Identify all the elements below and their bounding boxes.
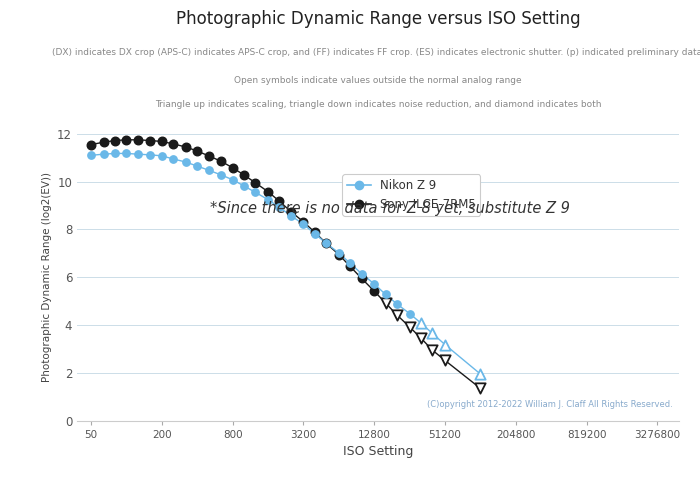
Point <box>333 251 344 259</box>
Point <box>391 300 402 308</box>
Point <box>344 263 356 271</box>
Point <box>132 151 144 158</box>
Point <box>167 155 178 163</box>
Point <box>356 274 368 282</box>
Point <box>415 319 426 327</box>
Point <box>321 239 332 247</box>
Point <box>285 208 296 216</box>
Point <box>132 136 144 144</box>
Point <box>216 171 227 179</box>
Point <box>440 357 451 364</box>
Point <box>344 260 356 267</box>
Text: *Since there is no data for Z 8 yet, substitute Z 9: *Since there is no data for Z 8 yet, sub… <box>210 201 570 216</box>
Point <box>239 182 250 190</box>
Point <box>156 138 167 145</box>
Point <box>203 166 214 174</box>
Point <box>274 204 285 211</box>
Point <box>475 384 486 392</box>
Point <box>380 291 391 298</box>
Point <box>356 270 368 278</box>
Text: (C)opyright 2012-2022 William J. Claff All Rights Reserved.: (C)opyright 2012-2022 William J. Claff A… <box>427 400 673 409</box>
Point <box>427 330 438 337</box>
Point <box>285 212 296 219</box>
Text: Triangle up indicates scaling, triangle down indicates noise reduction, and diam: Triangle up indicates scaling, triangle … <box>155 100 601 109</box>
Point <box>180 158 191 166</box>
Point <box>415 335 426 342</box>
Point <box>227 176 238 184</box>
Point <box>156 152 167 160</box>
Point <box>180 143 191 151</box>
X-axis label: ISO Setting: ISO Setting <box>343 445 413 458</box>
Point <box>333 249 344 257</box>
Point <box>391 311 402 319</box>
Point <box>262 196 274 204</box>
Point <box>85 141 97 149</box>
Text: Open symbols indicate values outside the normal analog range: Open symbols indicate values outside the… <box>234 76 522 86</box>
Point <box>404 310 415 317</box>
Point <box>369 287 380 295</box>
Text: (DX) indicates DX crop (APS-C) indicates APS-C crop, and (FF) indicates FF crop.: (DX) indicates DX crop (APS-C) indicates… <box>52 48 700 57</box>
Point <box>298 218 309 226</box>
Point <box>192 147 203 155</box>
Point <box>203 152 214 160</box>
Point <box>475 370 486 378</box>
Point <box>274 197 285 205</box>
Point <box>109 150 120 157</box>
Point <box>309 230 321 238</box>
Point <box>216 158 227 165</box>
Point <box>145 137 156 144</box>
Point <box>239 171 250 179</box>
Legend: Nikon Z 9, Sony ILCE-7RM5: Nikon Z 9, Sony ILCE-7RM5 <box>342 174 480 216</box>
Point <box>167 140 178 148</box>
Point <box>404 323 415 331</box>
Point <box>309 228 321 236</box>
Point <box>427 346 438 354</box>
Point <box>321 239 332 247</box>
Point <box>145 151 156 159</box>
Point <box>227 164 238 172</box>
Point <box>192 163 203 170</box>
Point <box>298 220 309 228</box>
Point <box>250 179 261 187</box>
Point <box>121 136 132 144</box>
Point <box>262 188 274 196</box>
Y-axis label: Photographic Dynamic Range (log2(EV)): Photographic Dynamic Range (log2(EV)) <box>41 172 52 382</box>
Point <box>98 151 109 158</box>
Text: Photographic Dynamic Range versus ISO Setting: Photographic Dynamic Range versus ISO Se… <box>176 10 580 28</box>
Point <box>98 139 109 146</box>
Point <box>440 341 451 348</box>
Point <box>250 189 261 196</box>
Point <box>380 299 391 307</box>
Point <box>121 150 132 157</box>
Point <box>109 137 120 144</box>
Point <box>369 280 380 288</box>
Point <box>85 152 97 159</box>
